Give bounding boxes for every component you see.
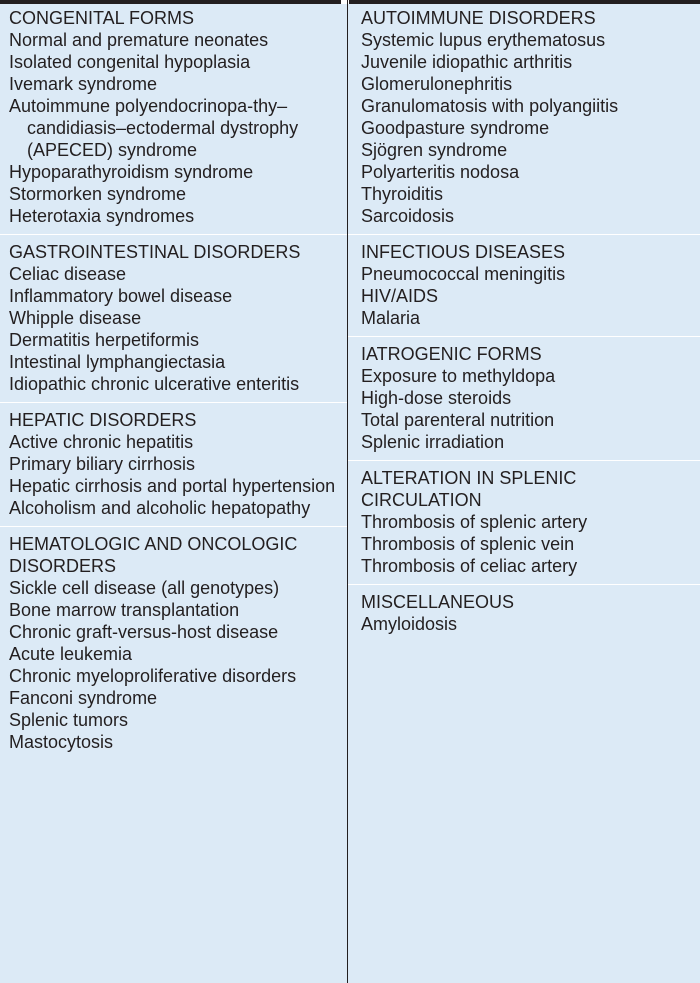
section-heading: ALTERATION IN SPLENIC CIRCULATION <box>361 468 577 510</box>
item-list: Amyloidosis <box>361 613 696 635</box>
list-item: Chronic myeloproliferative disorders <box>9 666 297 686</box>
list-item: Intestinal lymphangiectasia <box>9 352 226 372</box>
item-list: Pneumococcal meningitis HIV/AIDS Malaria <box>361 263 696 329</box>
section-alteration-splenic-circulation: ALTERATION IN SPLENIC CIRCULATION Thromb… <box>348 461 700 585</box>
list-item: Sickle cell disease (all genotypes) <box>9 578 280 598</box>
list-item: Sjögren syndrome <box>361 140 508 160</box>
section-heading: MISCELLANEOUS <box>361 592 515 612</box>
item-list: Active chronic hepatitis Primary biliary… <box>9 431 343 519</box>
list-item: Sarcoidosis <box>361 206 455 226</box>
list-item: Amyloidosis <box>361 614 458 634</box>
list-item: Malaria <box>361 308 421 328</box>
list-item: Autoimmune polyendocrinopa-thy–candidias… <box>9 96 299 160</box>
list-item: Idiopathic chronic ulcerative enteritis <box>9 374 300 394</box>
list-item: Isolated congenital hypoplasia <box>9 52 251 72</box>
column-divider <box>347 0 348 983</box>
item-list: Systemic lupus erythematosus Juvenile id… <box>361 29 696 227</box>
list-item: Thyroiditis <box>361 184 444 204</box>
item-list: Normal and premature neonates Isolated c… <box>9 29 343 227</box>
list-item: Dermatitis herpetiformis <box>9 330 200 350</box>
list-item: Splenic tumors <box>9 710 129 730</box>
top-rule <box>0 0 700 4</box>
list-item: Polyarteritis nodosa <box>361 162 520 182</box>
list-item: Systemic lupus erythematosus <box>361 30 606 50</box>
list-item: Celiac disease <box>9 264 127 284</box>
section-heading: IATROGENIC FORMS <box>361 344 542 364</box>
section-heading: AUTOIMMUNE DISORDERS <box>361 8 596 28</box>
section-heading: GASTROINTESTINAL DISORDERS <box>9 242 301 262</box>
left-column: CONGENITAL FORMS Normal and premature ne… <box>0 0 347 760</box>
section-gastrointestinal-disorders: GASTROINTESTINAL DISORDERS Celiac diseas… <box>0 235 347 403</box>
section-miscellaneous: MISCELLANEOUS Amyloidosis <box>348 585 700 642</box>
item-list: Thrombosis of splenic artery Thrombosis … <box>361 511 696 577</box>
section-congenital-forms: CONGENITAL FORMS Normal and premature ne… <box>0 0 347 235</box>
list-item: Inflammatory bowel disease <box>9 286 233 306</box>
list-item: Primary biliary cirrhosis <box>9 454 196 474</box>
right-column: AUTOIMMUNE DISORDERS Systemic lupus eryt… <box>348 0 700 642</box>
section-hepatic-disorders: HEPATIC DISORDERS Active chronic hepatit… <box>0 403 347 527</box>
list-item: Bone marrow transplantation <box>9 600 240 620</box>
list-item: Normal and premature neonates <box>9 30 269 50</box>
item-list: Exposure to methyldopa High-dose steroid… <box>361 365 696 453</box>
list-item: Granulomatosis with polyangiitis <box>361 96 619 116</box>
list-item: Acute leukemia <box>9 644 133 664</box>
section-heading: HEPATIC DISORDERS <box>9 410 197 430</box>
section-heading: HEMATOLOGIC AND ONCOLOGIC DISORDERS <box>9 534 298 576</box>
list-item: HIV/AIDS <box>361 286 439 306</box>
list-item: Active chronic hepatitis <box>9 432 194 452</box>
list-item: Goodpasture syndrome <box>361 118 550 138</box>
list-item: Thrombosis of splenic artery <box>361 512 588 532</box>
top-rule-gap <box>341 0 349 4</box>
list-item: Glomerulonephritis <box>361 74 513 94</box>
list-item: Chronic graft-versus-host disease <box>9 622 279 642</box>
list-item: Alcoholism and alcoholic hepatopathy <box>9 498 311 518</box>
section-autoimmune-disorders: AUTOIMMUNE DISORDERS Systemic lupus eryt… <box>348 0 700 235</box>
list-item: Thrombosis of splenic vein <box>361 534 575 554</box>
section-heading: INFECTIOUS DISEASES <box>361 242 566 262</box>
list-item: Exposure to methyldopa <box>361 366 556 386</box>
section-infectious-diseases: INFECTIOUS DISEASES Pneumococcal meningi… <box>348 235 700 337</box>
section-hematologic-oncologic-disorders: HEMATOLOGIC AND ONCOLOGIC DISORDERS Sick… <box>0 527 347 760</box>
list-item: Fanconi syndrome <box>9 688 158 708</box>
section-iatrogenic-forms: IATROGENIC FORMS Exposure to methyldopa … <box>348 337 700 461</box>
list-item: Thrombosis of celiac artery <box>361 556 578 576</box>
list-item: Total parenteral nutrition <box>361 410 555 430</box>
section-heading: CONGENITAL FORMS <box>9 8 195 28</box>
list-item: Heterotaxia syndromes <box>9 206 195 226</box>
list-item: Mastocytosis <box>9 732 114 752</box>
item-list: Sickle cell disease (all genotypes) Bone… <box>9 577 343 753</box>
list-item: Juvenile idiopathic arthritis <box>361 52 573 72</box>
list-item: Whipple disease <box>9 308 142 328</box>
list-item: Splenic irradiation <box>361 432 505 452</box>
list-item: Stormorken syndrome <box>9 184 187 204</box>
item-list: Celiac disease Inflammatory bowel diseas… <box>9 263 343 395</box>
list-item: High-dose steroids <box>361 388 512 408</box>
list-item: Pneumococcal meningitis <box>361 264 566 284</box>
list-item: Hepatic cirrhosis and portal hypertensio… <box>9 476 336 496</box>
list-item: Ivemark syndrome <box>9 74 158 94</box>
list-item: Hypoparathyroidism syndrome <box>9 162 254 182</box>
